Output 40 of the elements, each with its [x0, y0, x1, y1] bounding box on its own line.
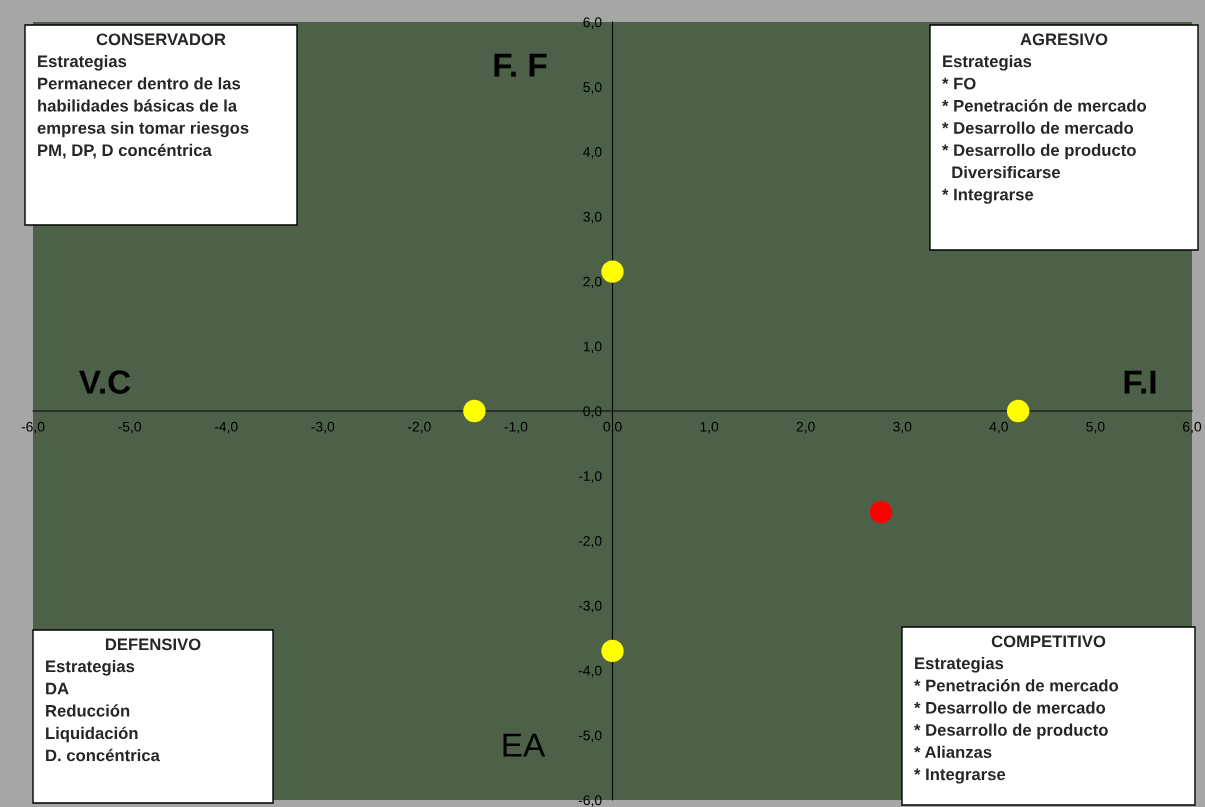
- annotation: AGRESIVO: [1020, 33, 1108, 46]
- x-tick-label: -2,0: [407, 421, 431, 434]
- annotation: COMPETITIVO: [991, 635, 1106, 648]
- y-tick-label: 5,0: [583, 82, 602, 94]
- annotation: EA: [503, 733, 546, 757]
- annotation: Estrategias * FO * Penetración de mercado * Desarrollo de mercado * Desarrollo de producto Diversificarse * Integrarse: [942, 55, 1147, 204]
- point: [869, 500, 893, 524]
- y-tick-label: -3,0: [578, 600, 602, 613]
- y-tick-label: -5,0: [578, 730, 602, 742]
- x-tick-label: 6,0: [1183, 421, 1202, 434]
- annotation: CONSERVADOR: [96, 33, 226, 46]
- point: [463, 399, 486, 423]
- point: [601, 260, 624, 283]
- y-tick-label: -1,0: [578, 471, 602, 483]
- x-tick-label: -1,0: [504, 421, 528, 434]
- annotation: F. F: [494, 53, 547, 77]
- y-tick-label: -4,0: [578, 665, 602, 678]
- annotation: DEFENSIVO: [105, 638, 201, 651]
- y-tick-label: 3,0: [583, 211, 602, 224]
- point: [601, 639, 624, 663]
- x-tick-label: -3,0: [311, 421, 335, 434]
- x-tick-label: 4,0: [989, 421, 1008, 434]
- annotation: Estrategias Permanecer dentro de las habilidades básicas de la empresa sin tomar riesgos PM, DP, D concéntrica: [37, 55, 249, 159]
- x-tick-label: -6,0: [21, 421, 45, 434]
- x-tick-label: 5,0: [1086, 421, 1105, 434]
- annotation: F.I: [1124, 370, 1156, 394]
- point: [1006, 399, 1030, 423]
- y-tick-label: 2,0: [583, 276, 602, 289]
- y-tick-label: 1,0: [583, 341, 602, 353]
- y-tick-label: -2,0: [578, 536, 602, 548]
- y-tick-label: 0,0: [583, 406, 602, 418]
- x-tick-label: -4,0: [214, 421, 238, 434]
- y-tick-label: 4,0: [583, 147, 602, 159]
- x-tick-label: -5,0: [118, 421, 142, 434]
- annotation: V.C: [78, 370, 131, 394]
- annotation: Estrategias DA Reducción Liquidación D. concéntrica: [46, 660, 160, 762]
- annotation: Estrategias * Penetración de mercado * Desarrollo de mercado * Desarrollo de producto * Alianzas * Integrarse: [914, 657, 1119, 784]
- x-tick-label: 2,0: [796, 421, 815, 434]
- x-tick-label: 3,0: [893, 421, 912, 434]
- x-tick-label: 1,0: [700, 421, 719, 434]
